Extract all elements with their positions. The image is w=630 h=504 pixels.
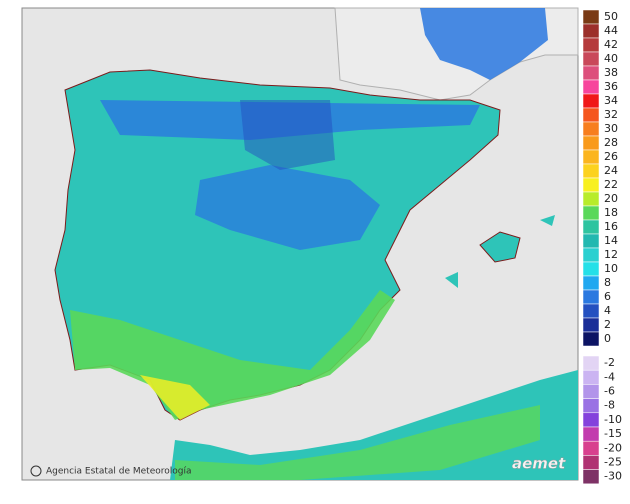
south-warm <box>70 290 395 420</box>
central-system <box>195 165 380 250</box>
legend-swatch <box>582 37 600 53</box>
legend-label: -4 <box>604 370 615 383</box>
ibiza <box>445 272 458 288</box>
legend-label: 28 <box>604 136 618 149</box>
pyrenees-north <box>420 8 548 80</box>
legend-label: 34 <box>604 94 618 107</box>
copyright-icon <box>30 465 42 477</box>
legend-swatch <box>582 9 600 25</box>
legend-label: 16 <box>604 220 618 233</box>
legend-label: 8 <box>604 276 611 289</box>
legend-label: 30 <box>604 122 618 135</box>
legend-swatch <box>582 369 600 385</box>
legend-swatch <box>582 412 600 428</box>
legend-swatch <box>582 440 600 456</box>
legend-swatch <box>582 455 600 470</box>
legend-label: 44 <box>604 24 618 37</box>
legend-label: 2 <box>604 318 611 331</box>
legend-swatch <box>582 107 600 123</box>
legend-swatch <box>582 275 600 291</box>
legend-swatch <box>582 205 600 221</box>
legend-label: 0 <box>604 332 611 345</box>
legend-label: 26 <box>604 150 618 163</box>
guadalquivir <box>140 375 210 420</box>
legend-label: 32 <box>604 108 618 121</box>
legend-label: -15 <box>604 427 622 440</box>
legend-swatch <box>582 219 600 235</box>
legend-label: 36 <box>604 80 618 93</box>
legend-swatch <box>582 191 600 207</box>
legend-label: -2 <box>604 356 615 369</box>
legend-swatch <box>582 331 600 347</box>
legend-label: 12 <box>604 248 618 261</box>
legend-label: 22 <box>604 178 618 191</box>
legend-label: 50 <box>604 10 618 23</box>
legend-label: -30 <box>604 470 622 483</box>
legend-label: 4 <box>604 304 611 317</box>
legend-label: 42 <box>604 38 618 51</box>
legend-label: 10 <box>604 262 618 275</box>
legend-label: -20 <box>604 441 622 454</box>
legend-swatch <box>582 177 600 193</box>
legend-swatch <box>582 79 600 95</box>
legend-label: 24 <box>604 164 618 177</box>
credit: Agencia Estatal de Meteorología <box>46 467 192 477</box>
legend-swatch <box>582 135 600 151</box>
legend-swatch <box>582 398 600 414</box>
legend-label: -8 <box>604 399 615 412</box>
legend-label: 20 <box>604 192 618 205</box>
legend-label: 6 <box>604 290 611 303</box>
legend: 5044424038363432302826242220181614121086… <box>582 9 622 485</box>
africa-warm <box>175 405 540 480</box>
legend-swatch <box>582 384 600 399</box>
legend-swatch <box>582 247 600 263</box>
legend-swatch <box>582 426 600 442</box>
legend-swatch <box>582 93 600 109</box>
legend-label: -10 <box>604 413 622 426</box>
legend-swatch <box>582 469 600 485</box>
menorca <box>540 215 555 226</box>
meseta-cold <box>240 100 335 170</box>
mallorca <box>479 231 521 263</box>
legend-swatch <box>582 317 600 333</box>
legend-label: 14 <box>604 234 618 247</box>
legend-label: -6 <box>604 385 615 398</box>
legend-swatch <box>582 289 600 305</box>
legend-swatch <box>582 233 600 249</box>
legend-label: 40 <box>604 52 618 65</box>
legend-swatch <box>582 261 600 277</box>
legend-label: -25 <box>604 456 622 469</box>
legend-swatch <box>582 149 600 165</box>
legend-swatch <box>582 23 600 39</box>
legend-swatch <box>582 355 600 371</box>
legend-swatch <box>582 65 600 81</box>
legend-swatch <box>582 51 600 67</box>
legend-label: 38 <box>604 66 618 79</box>
logo: aemet <box>512 455 566 473</box>
legend-swatch <box>582 303 600 319</box>
legend-swatch <box>582 121 600 137</box>
legend-swatch <box>582 163 600 179</box>
legend-label: 18 <box>604 206 618 219</box>
